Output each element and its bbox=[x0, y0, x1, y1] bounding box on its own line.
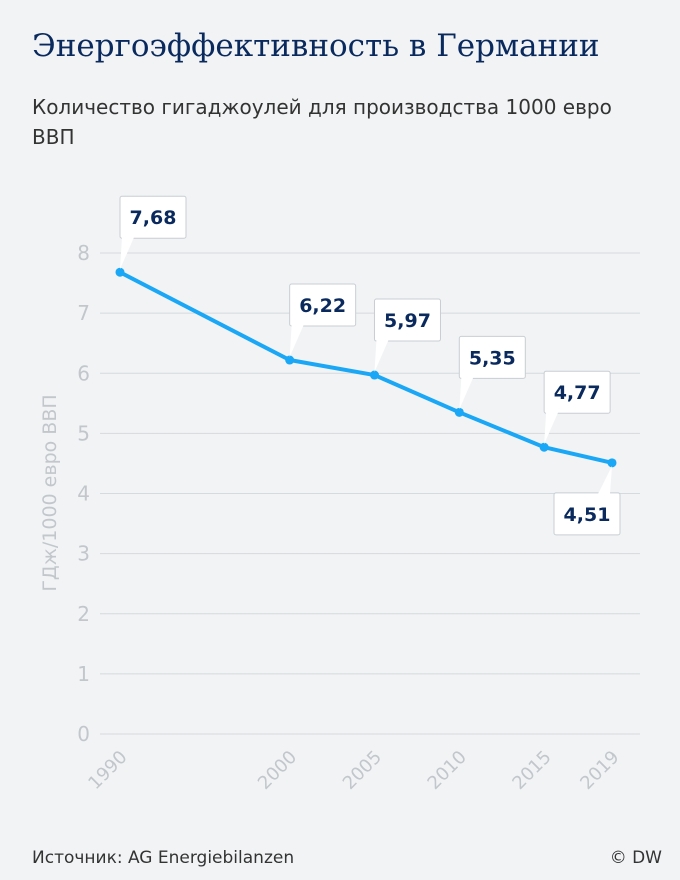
data-label-box bbox=[458, 335, 526, 379]
x-tick-label: 1990 bbox=[84, 747, 131, 794]
x-tick-labels: 1990 2000 2005 2010 2015 2019 bbox=[84, 747, 623, 794]
chart-title: Энергоэффективность в Германии bbox=[32, 28, 600, 64]
x-tick-label: 2010 bbox=[424, 747, 471, 794]
data-label-text: 6,22 bbox=[299, 295, 346, 317]
y-axis-label: ГДж/1000 евро ВВП bbox=[39, 394, 61, 591]
data-point bbox=[607, 458, 617, 468]
y-tick-label: 5 bbox=[77, 421, 90, 445]
data-labels: 7,68 6,22 5,97 5,35 4,77 4,51 bbox=[119, 195, 621, 536]
data-label-box bbox=[119, 195, 187, 239]
y-tick-label: 2 bbox=[77, 602, 90, 626]
data-label-pointer bbox=[598, 465, 612, 494]
data-label-box bbox=[553, 492, 621, 536]
data-label-text: 5,97 bbox=[384, 310, 431, 332]
x-tick-label: 2005 bbox=[339, 747, 386, 794]
data-label-pointer bbox=[120, 237, 134, 270]
data-label: 7,68 bbox=[119, 195, 187, 270]
data-label-text: 5,35 bbox=[469, 347, 516, 369]
x-tick-label: 2019 bbox=[576, 747, 623, 794]
chart-subtitle: Количество гигаджоулей для производства … bbox=[32, 95, 612, 149]
series-line bbox=[118, 270, 614, 465]
data-label: 5,35 bbox=[458, 335, 526, 410]
data-point bbox=[115, 267, 125, 277]
y-tick-label: 0 bbox=[77, 722, 90, 746]
y-tick-label: 6 bbox=[77, 361, 90, 385]
y-tick-label: 8 bbox=[77, 241, 90, 265]
data-point bbox=[454, 407, 464, 417]
grid-lines bbox=[100, 252, 640, 735]
data-label-box bbox=[289, 283, 357, 327]
data-points bbox=[115, 267, 617, 468]
data-label-pointer bbox=[544, 412, 559, 445]
data-label: 4,51 bbox=[553, 465, 621, 536]
data-label-pointer bbox=[459, 377, 474, 410]
data-label-box bbox=[373, 298, 441, 342]
y-tick-labels: 0 1 2 3 4 5 6 7 8 bbox=[77, 241, 90, 746]
data-label: 4,77 bbox=[543, 370, 611, 445]
data-label-box bbox=[543, 370, 611, 414]
x-tick-label: 2000 bbox=[254, 747, 301, 794]
data-point bbox=[369, 370, 379, 380]
data-label-text: 4,51 bbox=[564, 504, 611, 526]
data-label: 5,97 bbox=[373, 298, 441, 373]
y-tick-label: 3 bbox=[77, 542, 90, 566]
data-label-pointer bbox=[289, 325, 304, 358]
data-label-text: 4,77 bbox=[554, 382, 601, 404]
data-point bbox=[539, 442, 549, 452]
data-point bbox=[285, 355, 295, 365]
source-note: Источник: AG Energiebilanzen bbox=[32, 848, 295, 868]
data-label: 6,22 bbox=[289, 283, 357, 358]
series-line-layer bbox=[118, 270, 614, 465]
y-tick-label: 4 bbox=[77, 482, 90, 506]
data-label-pointer bbox=[374, 340, 389, 373]
y-tick-label: 7 bbox=[77, 301, 90, 325]
x-tick-label: 2015 bbox=[508, 747, 555, 794]
y-tick-label: 1 bbox=[77, 662, 90, 686]
data-label-text: 7,68 bbox=[130, 207, 177, 229]
copyright-note: © DW bbox=[609, 848, 662, 868]
